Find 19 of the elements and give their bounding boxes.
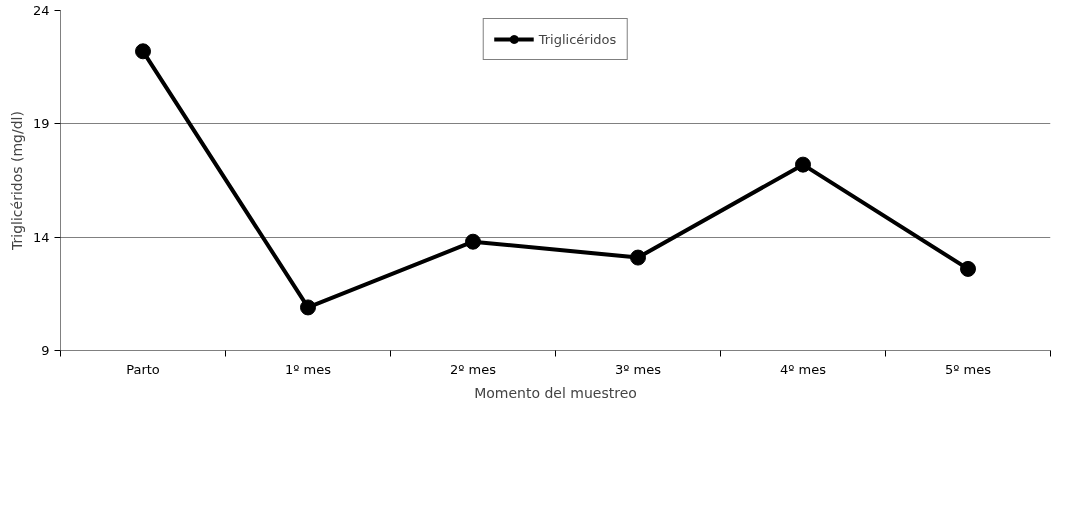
- legend-label: Triglicéridos: [538, 31, 617, 47]
- y-tick-label: 24: [32, 3, 50, 18]
- y-tick-label: 14: [32, 229, 50, 245]
- point: [135, 43, 151, 60]
- x-tick-label: 1º mes: [285, 361, 332, 377]
- point: [630, 249, 646, 266]
- point: [465, 233, 481, 250]
- point: [795, 156, 811, 173]
- x-tick-label: 3º mes: [615, 361, 662, 377]
- x-axis-title: Momento del muestreo: [474, 384, 637, 401]
- point: [960, 260, 976, 277]
- x-tick-label: 4º mes: [780, 361, 827, 377]
- y-axis-title: Triglicéridos (mg/dl): [8, 111, 25, 251]
- y-tick-label: 19: [32, 116, 50, 132]
- y-tick-label: 9: [41, 343, 50, 358]
- x-tick-label: 2º mes: [450, 361, 497, 377]
- point: [300, 299, 316, 316]
- x-tick-label: 5º mes: [945, 361, 992, 377]
- x-tick-label: Parto: [126, 361, 160, 377]
